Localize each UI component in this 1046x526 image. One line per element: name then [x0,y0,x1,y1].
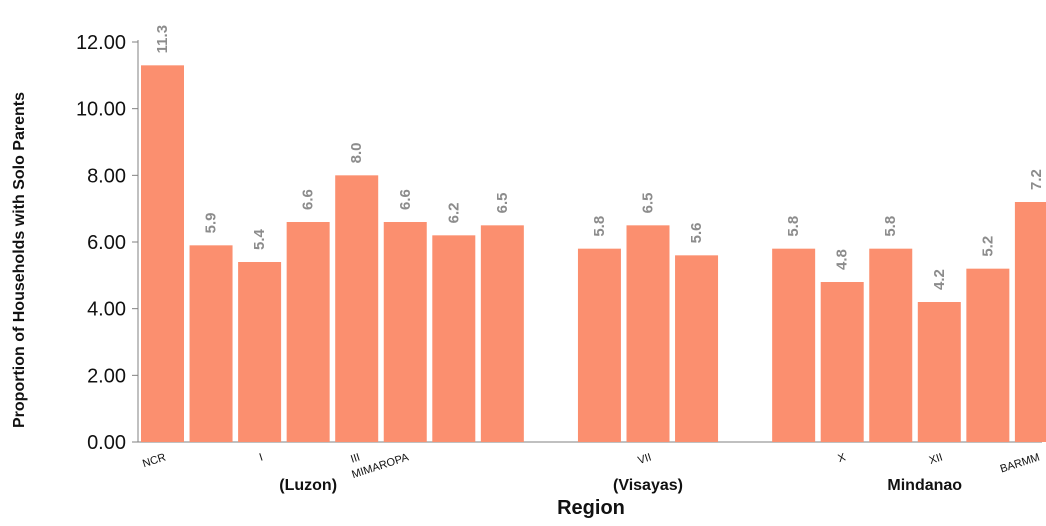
y-tick-label: 2.00 [87,365,126,387]
bar [577,248,621,442]
y-tick-label: 6.00 [87,232,126,254]
data-labels: 11.3 5.9 5.4 6.6 8.0 6.6 6.2 6.5 5.8 6.5 5.6 5.8 4.8… [154,25,1045,290]
bar [286,222,330,442]
region-group-label: (Visayas) [613,477,683,494]
region-group-label: (Luzon) [279,477,337,494]
data-label: 5.9 [203,212,220,233]
data-label: 4.2 [931,269,948,290]
bar [917,302,961,442]
data-label: 5.8 [882,216,899,237]
y-tick-label: 12.00 [76,32,126,54]
x-axis-title: Region [557,497,625,519]
data-label: 5.8 [785,216,802,237]
bar [626,225,670,442]
region-group-label: Mindanao [887,477,962,494]
bar [383,222,427,442]
y-tick-label: 4.00 [87,299,126,321]
bar [675,255,719,442]
data-label: 4.8 [834,249,851,270]
bar [141,65,184,442]
x-tick-label: VII [636,451,653,467]
bars [141,65,1046,443]
data-label: 6.2 [445,202,462,223]
x-tick-label: III [349,451,361,465]
data-label: 5.6 [688,222,705,243]
data-label: 7.2 [1028,169,1045,190]
x-tick-label: XII [928,451,945,467]
data-label: 5.8 [591,216,608,237]
bar [480,225,524,442]
bar [238,262,282,442]
x-tick-label: BARMM [999,451,1042,475]
group-labels: (Luzon) (Visayas) Mindanao [279,477,962,494]
bar [820,282,864,442]
bar [772,248,816,442]
bar [189,245,233,442]
x-tick-label: MIMAROPA [350,451,411,481]
bar [335,175,379,443]
data-label: 5.2 [979,236,996,257]
bar [869,248,913,442]
y-axis-title: Proportion of Households with Solo Paren… [11,92,28,428]
bar [966,268,1010,442]
bar [1014,202,1046,442]
y-tick-label: 8.00 [87,165,126,187]
y-tick-label: 0.00 [87,432,126,454]
data-label: 5.4 [251,228,268,250]
data-label: 6.5 [640,192,657,213]
x-tick-label: I [258,451,265,463]
data-label: 8.0 [348,142,365,163]
x-tick-label: X [836,451,847,465]
y-tick-label: 10.00 [76,99,126,121]
bar [432,235,476,442]
data-label: 11.3 [154,25,171,53]
data-label: 6.6 [397,189,414,210]
x-tick-label: NCR [141,451,167,470]
data-label: 6.6 [300,189,317,210]
data-label: 6.5 [494,192,511,213]
